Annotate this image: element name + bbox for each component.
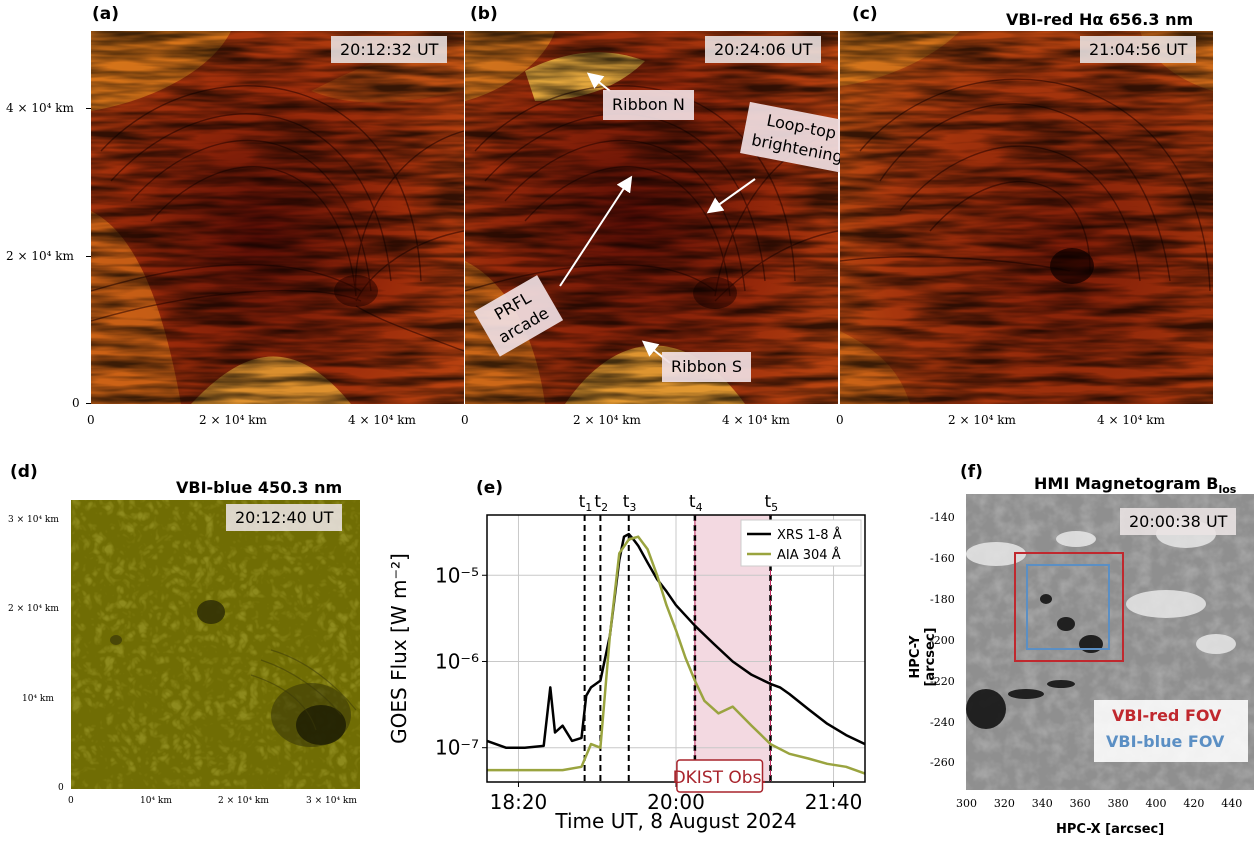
panel-b-arrows (559, 72, 756, 364)
vline-label-t2: t2 (594, 492, 608, 514)
y-tick-label-1: 10⁻⁶ (435, 649, 479, 673)
f-x-tick-300: 300 (956, 797, 977, 810)
annotation-ribbon-s: Ribbon S (662, 352, 752, 382)
d-y-tick-1e4: 10⁴ km (22, 694, 54, 704)
goes-flux-chart: t1 t2 t3 t4 t5 18:20 20:00 21:40 10⁻⁷ 10⁻⁶ 10⁻⁵ Tim… (387, 492, 866, 833)
c-x-tick-0: 0 (836, 413, 844, 427)
f-y-tick--260: -260 (930, 756, 955, 770)
fov-legend: VBI-red FOV VBI-blue FOV (1094, 700, 1248, 762)
legend-label-0: XRS 1-8 Å (777, 527, 842, 543)
series-line-1 (487, 535, 866, 775)
d-y-tick-2e4: 2 × 10⁴ km (8, 604, 59, 614)
d-x-tick-0: 0 (68, 796, 74, 806)
f-xlabel: HPC-X [arcsec] (1056, 822, 1165, 837)
panel-label-a: (a) (92, 4, 120, 24)
c-x-tick-4e4: 4 × 10⁴ km (1097, 413, 1165, 427)
b-x-tick-0: 0 (461, 413, 469, 427)
f-x-tick-360: 360 (1069, 797, 1091, 810)
vbi-red-fov-box (1014, 552, 1124, 662)
d-y-tick-3e4: 3 × 10⁴ km (8, 515, 59, 525)
halpha-image-c (840, 31, 1213, 404)
vline-label-t3: t3 (623, 492, 637, 514)
d-x-tick-2e4: 2 × 10⁴ km (218, 796, 269, 806)
halpha-image-a (91, 31, 464, 404)
vbi-blue-fov-box (1026, 564, 1110, 650)
top-y-tick-4e4: 4 × 10⁴ km (6, 101, 74, 115)
timestamp-c: 21:04:56 UT (1080, 36, 1197, 63)
f-x-tick-340: 340 (1031, 797, 1053, 810)
e-xlabel: Time UT, 8 August 2024 (554, 809, 796, 833)
f-x-tick-420: 420 (1183, 797, 1205, 810)
x-tick-label-1: 20:00 (647, 790, 705, 814)
vline-label-t4: t4 (689, 492, 703, 514)
f-ylabel: HPC-Y [arcsec] (908, 627, 938, 687)
panel-label-e: (e) (476, 478, 504, 498)
d-x-tick-3e4: 3 × 10⁴ km (306, 796, 357, 806)
top-y-tick-0: 0 (72, 396, 80, 410)
f-y-tick--220: -220 (930, 674, 955, 688)
e-ylabel: GOES Flux [W m⁻²] (387, 553, 411, 744)
d-y-tick-0: 0 (58, 783, 64, 793)
b-x-tick-2e4: 2 × 10⁴ km (573, 413, 641, 427)
f-x-tick-320: 320 (993, 797, 1015, 810)
f-y-tick--180: -180 (930, 593, 955, 607)
a-x-tick-4e4: 4 × 10⁴ km (348, 413, 416, 427)
panel-label-c: (c) (852, 4, 878, 24)
f-x-tick-440: 440 (1221, 797, 1243, 810)
d-x-tick-1e4: 10⁴ km (140, 796, 172, 806)
legend-red-fov: VBI-red FOV (1112, 706, 1222, 725)
panel-label-f: (f) (960, 462, 983, 482)
legend-blue-fov: VBI-blue FOV (1106, 732, 1225, 751)
f-y-tick--200: -200 (930, 633, 955, 647)
legend-label-1: AIA 304 Å (777, 547, 841, 563)
y-tick-label-0: 10⁻⁷ (435, 736, 479, 760)
a-x-tick-2e4: 2 × 10⁴ km (199, 413, 267, 427)
f-x-tick-400: 400 (1145, 797, 1167, 810)
x-tick-label-0: 18:20 (490, 790, 548, 814)
timestamp-d: 20:12:40 UT (226, 504, 343, 531)
panel-f-title-sub: los (1218, 483, 1237, 497)
f-y-tick--240: -240 (930, 715, 955, 729)
dkist-label-box (676, 759, 764, 793)
dkist-label: DKIST Obs. (673, 768, 767, 788)
timestamp-b: 20:24:06 UT (705, 36, 822, 63)
y-tick-label-2: 10⁻⁵ (435, 563, 479, 587)
vbi-blue-image (71, 500, 360, 789)
a-x-tick-0: 0 (87, 413, 95, 427)
annotation-ribbon-n: Ribbon N (603, 90, 694, 120)
f-y-tick--140: -140 (930, 511, 955, 525)
legend-box (740, 519, 862, 567)
panel-d-title: VBI-blue 450.3 nm (176, 478, 343, 497)
panel-label-d: (d) (10, 462, 38, 482)
vline-label-t5: t5 (765, 492, 779, 514)
c-x-tick-2e4: 2 × 10⁴ km (948, 413, 1016, 427)
f-y-tick--160: -160 (930, 552, 955, 566)
panel-f-title: HMI Magnetogram Blos (1034, 474, 1236, 496)
top-y-tick-2e4: 2 × 10⁴ km (6, 249, 74, 263)
panel-f-title-main: HMI Magnetogram B (1034, 474, 1219, 493)
x-tick-label-2: 21:40 (805, 790, 863, 814)
timestamp-a: 20:12:32 UT (331, 36, 448, 63)
f-x-tick-380: 380 (1107, 797, 1129, 810)
panel-label-b: (b) (470, 4, 498, 24)
b-x-tick-4e4: 4 × 10⁴ km (722, 413, 790, 427)
timestamp-f: 20:00:38 UT (1120, 508, 1237, 535)
panel-c-title: VBI-red Hα 656.3 nm (1006, 10, 1194, 29)
vline-label-t1: t1 (579, 492, 593, 514)
